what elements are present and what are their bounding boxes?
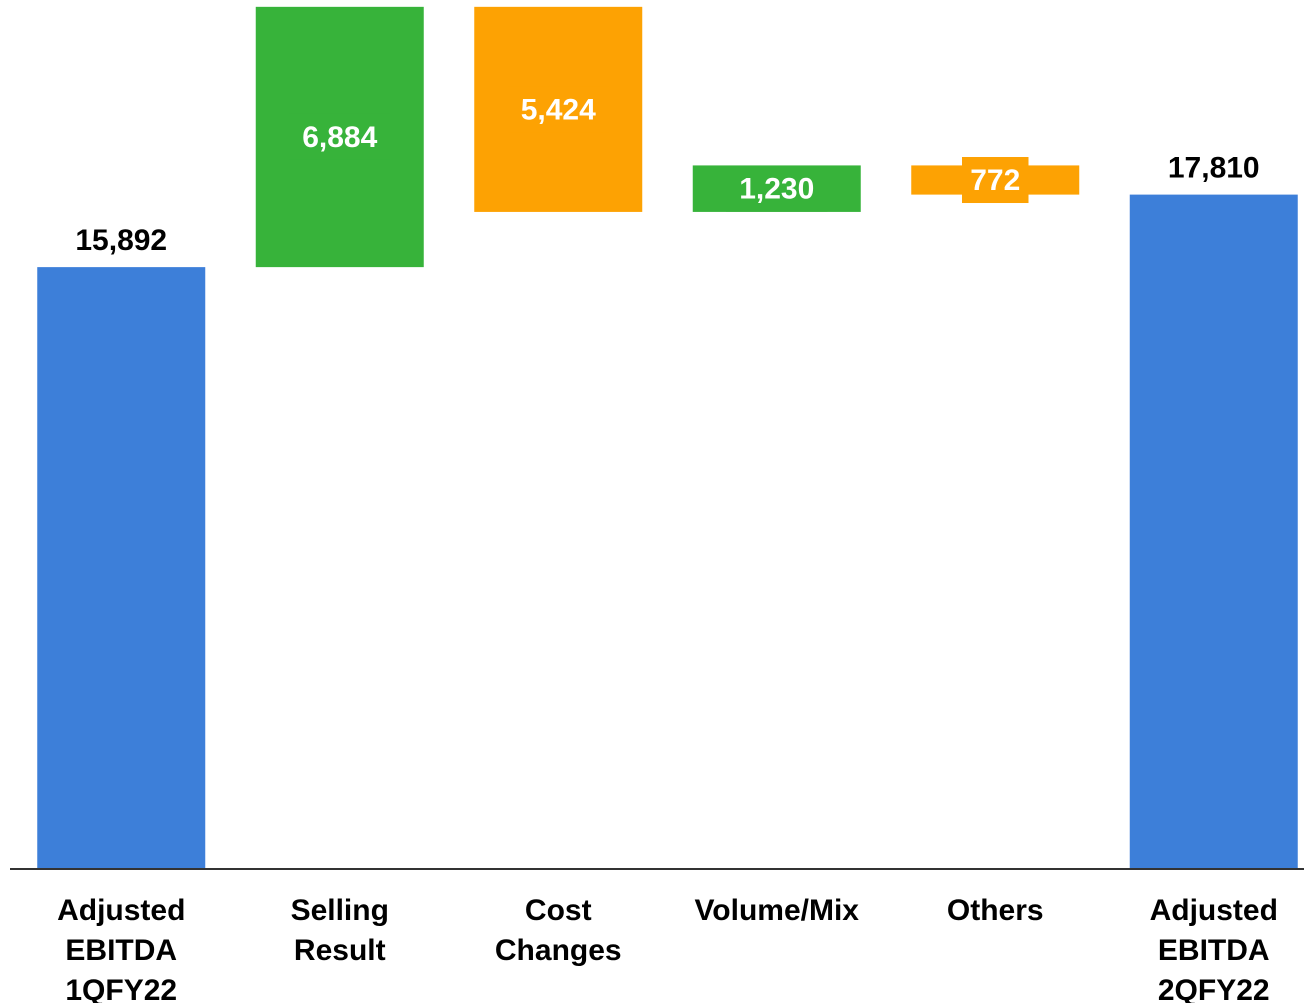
category-label-0: Adjusted EBITDA 1QFY22 (57, 894, 185, 1003)
category-label-2: Cost Changes (495, 894, 622, 967)
value-label-3: 1,230 (739, 173, 814, 206)
value-label-2: 5,424 (521, 93, 596, 126)
category-label-1-line-0: Selling (291, 894, 389, 927)
category-label-1-line-1: Result (294, 934, 386, 967)
value-label-4: 772 (970, 164, 1020, 197)
category-label-0-line-1: EBITDA (65, 934, 177, 967)
category-label-3: Volume/Mix (695, 894, 860, 927)
value-label-5: 17,810 (1168, 152, 1260, 185)
value-label-bg-2 (507, 86, 609, 133)
category-label-2-line-0: Cost (525, 894, 592, 927)
bar-0 (37, 267, 206, 868)
category-label-3-line-0: Volume/Mix (695, 894, 860, 927)
value-label-bg-3 (726, 165, 828, 212)
category-label-5-line-0: Adjusted (1150, 894, 1278, 927)
value-label-bg-4 (962, 157, 1029, 204)
category-label-4-line-0: Others (947, 894, 1044, 927)
category-label-5: Adjusted EBITDA 2QFY22 (1150, 894, 1278, 1003)
value-labels-layer: 15,892 6,884 5,424 1,230 772 17,810 (75, 86, 1260, 257)
bar-5 (1129, 194, 1298, 869)
value-label-0: 15,892 (75, 224, 167, 257)
category-label-5-line-1: EBITDA (1158, 934, 1270, 967)
bars-layer (37, 6, 1298, 869)
category-label-5-line-2: 2QFY22 (1158, 974, 1270, 1003)
category-labels-layer: Adjusted EBITDA 1QFY22 Selling Result Cost Cha… (57, 894, 1278, 1007)
category-label-1: Selling Result (291, 894, 389, 967)
value-label-bg-1 (289, 113, 391, 160)
category-label-0-line-0: Adjusted (57, 894, 185, 927)
value-label-1: 6,884 (302, 121, 377, 154)
category-label-0-line-2: 1QFY22 (65, 974, 177, 1003)
category-label-4: Others (947, 894, 1044, 927)
category-label-2-line-1: Changes (495, 934, 622, 967)
